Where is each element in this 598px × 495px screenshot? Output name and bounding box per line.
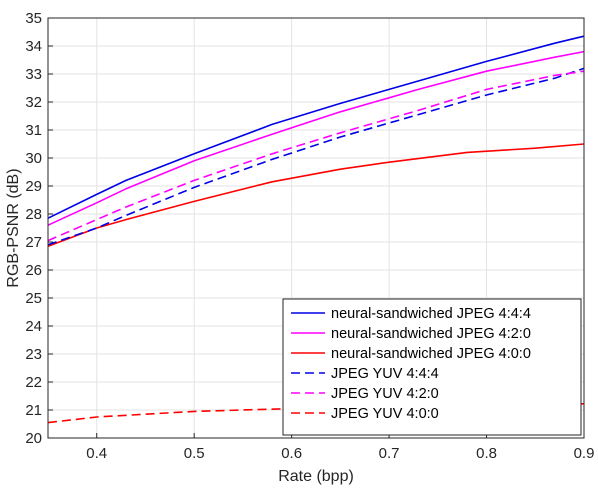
legend-entry-label: JPEG YUV 4:0:0 <box>331 406 439 422</box>
y-tick-label: 34 <box>25 38 42 55</box>
y-tick-label: 26 <box>25 262 42 279</box>
x-tick-label: 0.7 <box>379 445 400 462</box>
y-tick-label: 33 <box>25 66 42 83</box>
series-line-3 <box>47 143 585 247</box>
legend: neural-sandwiched JPEG 4:4:4 neural-sandw… <box>282 298 582 436</box>
y-tick-label: 23 <box>25 346 42 363</box>
legend-entry-label: neural-sandwiched JPEG 4:0:0 <box>331 346 531 362</box>
y-axis-ticks: 20 21 22 23 24 25 26 27 28 29 30 31 32 33 34 35 <box>25 10 53 447</box>
y-tick-label: 25 <box>25 290 42 307</box>
y-tick-label: 30 <box>25 150 42 167</box>
x-axis-ticks: 0.4 0.5 0.6 0.7 0.8 0.9 <box>86 433 594 462</box>
legend-entry-label: neural-sandwiched JPEG 4:4:4 <box>331 306 531 322</box>
y-tick-label: 21 <box>25 402 42 419</box>
legend-entry-label: JPEG YUV 4:4:4 <box>331 366 439 382</box>
y-tick-label: 20 <box>25 430 42 447</box>
y-tick-label: 32 <box>25 94 42 111</box>
x-tick-label: 0.6 <box>281 445 302 462</box>
y-tick-label: 31 <box>25 122 42 139</box>
x-tick-label: 0.9 <box>574 445 595 462</box>
y-tick-label: 35 <box>25 10 42 27</box>
series-line-4 <box>47 67 585 246</box>
x-tick-label: 0.5 <box>184 445 205 462</box>
x-tick-label: 0.8 <box>476 445 497 462</box>
legend-entry-label: JPEG YUV 4:2:0 <box>331 386 439 402</box>
series-line-1 <box>47 35 585 219</box>
y-axis-label: RGB-PSNR (dB) <box>5 168 22 287</box>
legend-entry-label: neural-sandwiched JPEG 4:2:0 <box>331 326 531 342</box>
x-axis-label: Rate (bpp) <box>278 468 354 485</box>
y-tick-label: 28 <box>25 206 42 223</box>
plot-frame <box>47 17 585 439</box>
series-line-2 <box>47 50 585 226</box>
y-tick-label: 22 <box>25 374 42 391</box>
y-tick-label: 29 <box>25 178 42 195</box>
y-tick-label: 27 <box>25 234 42 251</box>
legend-box <box>282 298 582 436</box>
x-tick-label: 0.4 <box>86 445 107 462</box>
y-tick-label: 24 <box>25 318 42 335</box>
